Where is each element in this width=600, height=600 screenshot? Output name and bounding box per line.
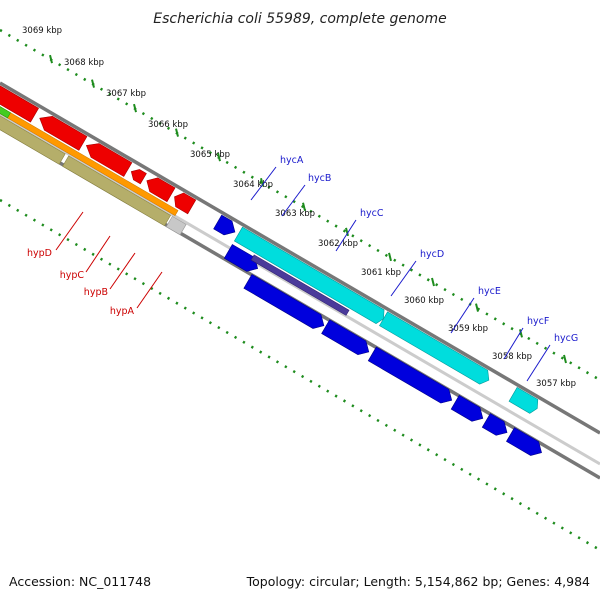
- hyp-gene-arrow-6[interactable]: [170, 190, 197, 215]
- faint-strand-upper: [0, 112, 600, 466]
- gene-label-hycF[interactable]: hycF: [527, 316, 549, 327]
- backbone-upper-line: [0, 81, 600, 435]
- gene-features: [0, 77, 545, 460]
- hyp-gene-arrow-4[interactable]: [128, 166, 147, 185]
- ruler-ticks: 3069 kbp 3068 kbp 3067 kbp 3066 kbp 3065 kbp…: [22, 26, 576, 389]
- gene-label-hycC[interactable]: hycC: [360, 208, 384, 219]
- hyc-cyan-band-1[interactable]: [233, 226, 387, 325]
- ruler-tick-mark: [302, 202, 306, 211]
- ruler-line-upper: [0, 28, 600, 382]
- ruler-tick-label: 3063 kbp: [275, 209, 315, 219]
- hyp-gene-arrow-3[interactable]: [82, 138, 133, 177]
- genome-backbone: [0, 81, 600, 480]
- gene-label-hypB[interactable]: hypB: [84, 287, 108, 298]
- ruler-tick-mark: [388, 252, 392, 262]
- gene-label-hycG[interactable]: hycG: [554, 333, 578, 344]
- ruler-tick-mark: [345, 227, 349, 237]
- genome-summary-text: Topology: circular; Length: 5,154,862 bp…: [246, 574, 590, 589]
- hyp-gene-arrow-1[interactable]: [0, 77, 39, 123]
- hyc-cyan-band-3[interactable]: [508, 387, 541, 415]
- ruler-line-lower: [0, 198, 600, 552]
- ruler-tick-mark: [217, 152, 221, 162]
- gene-label-hypD[interactable]: hypD: [27, 248, 52, 259]
- hyp-cds-band-gray[interactable]: [165, 215, 187, 236]
- ruler-tick-label: 3068 kbp: [64, 58, 104, 68]
- gene-label-leader-hypD: [55, 211, 84, 251]
- ruler-tick-mark: [519, 329, 523, 338]
- ruler-tick-mark: [175, 128, 179, 137]
- gene-label-leader-hycB: [281, 184, 306, 217]
- ruler-tick-label: 3066 kbp: [148, 120, 188, 130]
- gene-label-leader-hycE: [450, 297, 475, 334]
- ruler-tick-label: 3057 kbp: [536, 379, 576, 389]
- hyc-gene-arrow-hycA[interactable]: [213, 214, 239, 239]
- gene-label-leader-hypC: [85, 235, 111, 273]
- ruler-tick-mark: [431, 277, 435, 287]
- ruler-tick-mark: [49, 54, 53, 64]
- gene-label-hypC[interactable]: hypC: [60, 270, 85, 281]
- hyc-cluster-features: [213, 214, 545, 460]
- ruler-tick-label: 3062 kbp: [318, 239, 358, 249]
- hyc-gene-arrow-end[interactable]: [506, 427, 545, 460]
- gene-label-leader-hycA: [250, 166, 277, 201]
- gene-label-hycE[interactable]: hycE: [478, 286, 501, 297]
- hyc-gene-arrow-hycE[interactable]: [367, 346, 456, 407]
- gene-label-leader-hycD: [390, 260, 417, 297]
- ruler-tick-label: 3064 kbp: [233, 180, 273, 190]
- gene-label-leader-hypB: [109, 252, 136, 290]
- hyp-cluster-features: [0, 77, 197, 236]
- hyc-cyan-band-2[interactable]: [379, 311, 492, 387]
- gene-label-leader-hypA: [136, 271, 163, 309]
- ruler-tick-mark: [91, 79, 95, 88]
- hyp-gene-arrow-2[interactable]: [36, 111, 88, 151]
- hyc-gene-arrow-hycG[interactable]: [481, 413, 511, 439]
- ruler-tick-label: 3058 kbp: [492, 352, 532, 362]
- map-title: Escherichia coli 55989, complete genome: [153, 11, 446, 27]
- ruler-tick-mark: [475, 303, 479, 312]
- ruler-tick-label: 3069 kbp: [22, 26, 62, 36]
- gene-label-leader-hycG: [526, 344, 551, 382]
- gene-label-hycA[interactable]: hycA: [280, 155, 304, 166]
- gene-label-hypA[interactable]: hypA: [110, 306, 135, 317]
- hyc-gene-arrow-hycB[interactable]: [223, 244, 261, 275]
- hyp-gene-arrow-5[interactable]: [143, 174, 176, 203]
- ruler-tick-label: 3065 kbp: [190, 150, 230, 160]
- ruler-tick-label: 3061 kbp: [361, 268, 401, 278]
- ruler-tick-label: 3059 kbp: [448, 324, 488, 334]
- ruler-tick-label: 3060 kbp: [404, 296, 444, 306]
- ruler-tick-label: 3067 kbp: [106, 89, 146, 99]
- accession-text: Accession: NC_011748: [9, 574, 151, 589]
- ruler-tick-mark: [563, 354, 567, 364]
- hyc-gene-arrow-hycC[interactable]: [243, 273, 328, 332]
- gene-label-leader-hycF: [503, 327, 524, 360]
- gene-label-hycD[interactable]: hycD: [420, 249, 444, 260]
- hyp-green-band[interactable]: [0, 93, 11, 119]
- hyc-gene-arrow-hycD[interactable]: [321, 319, 373, 359]
- gene-label-leader-hycC: [335, 219, 357, 252]
- gene-label-hycB[interactable]: hycB: [308, 173, 331, 184]
- ruler-tick-mark: [133, 103, 137, 113]
- hyp-orange-band[interactable]: [0, 93, 179, 216]
- hyc-purple-band[interactable]: [250, 254, 350, 316]
- hyc-gene-arrow-hycF[interactable]: [450, 394, 487, 425]
- hyp-cds-band-2[interactable]: [62, 155, 171, 227]
- hyp-cds-band-1[interactable]: [0, 100, 66, 165]
